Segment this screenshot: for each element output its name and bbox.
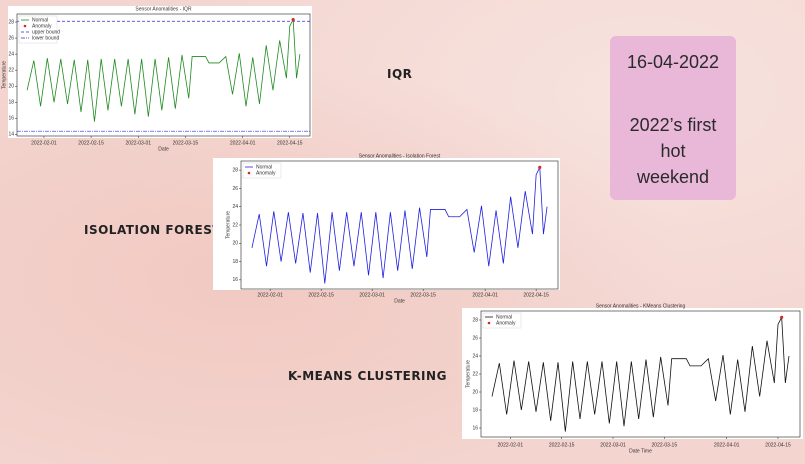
- legend-label: Anomaly: [256, 170, 276, 176]
- x-tick-label: 2022-03-15: [652, 442, 678, 448]
- x-axis-label: Date: [394, 298, 405, 304]
- y-tick-label: 22: [232, 222, 238, 228]
- legend-label: upper bound: [32, 29, 60, 35]
- y-tick-label: 26: [472, 335, 478, 341]
- legend-label: Anomaly: [32, 23, 52, 29]
- y-axis-label: Temperature: [465, 360, 471, 388]
- y-tick-label: 20: [8, 84, 14, 90]
- y-tick-label: 18: [232, 259, 238, 265]
- y-tick-label: 20: [472, 389, 478, 395]
- plot-area: [480, 310, 801, 438]
- anomaly-point: [291, 18, 295, 22]
- series-line: [251, 165, 548, 284]
- legend-marker: [247, 171, 251, 175]
- y-tick-label: 18: [8, 100, 14, 106]
- chart-title: Sensor Anomalities - KMeans Clustering: [596, 303, 686, 309]
- anomaly-point: [780, 315, 784, 319]
- plot-area: [16, 13, 311, 137]
- x-tick-label: 2022-02-01: [498, 442, 524, 448]
- y-tick-label: 16: [232, 277, 238, 283]
- anomaly-point: [538, 165, 542, 169]
- y-axis-label: Temperature: [225, 211, 231, 239]
- x-tick-label: 2022-02-15: [308, 292, 334, 298]
- y-tick-label: 16: [472, 425, 478, 431]
- legend-label: Normal: [32, 17, 48, 23]
- y-tick-label: 18: [472, 407, 478, 413]
- y-tick-label: 24: [472, 353, 478, 359]
- method-label: K-MEANS CLUSTERING: [288, 369, 447, 383]
- x-tick-label: 2022-04-01: [714, 442, 740, 448]
- x-tick-label: 2022-02-01: [31, 140, 57, 146]
- method-label: IQR: [387, 67, 413, 81]
- y-tick-label: 28: [472, 317, 478, 323]
- y-tick-label: 22: [8, 68, 14, 74]
- y-tick-label: 28: [232, 167, 238, 173]
- y-tick-label: 16: [8, 116, 14, 122]
- y-tick-label: 20: [232, 241, 238, 247]
- y-axis-label: Temperature: [1, 61, 7, 89]
- x-tick-label: 2022-04-15: [523, 292, 549, 298]
- legend-box: [18, 15, 58, 44]
- plot-area: [240, 160, 559, 290]
- x-tick-label: 2022-02-15: [78, 140, 104, 146]
- legend-label: Normal: [256, 164, 272, 170]
- x-tick-label: 2022-02-15: [549, 442, 575, 448]
- y-tick-label: 24: [232, 204, 238, 210]
- x-tick-label: 2022-03-15: [410, 292, 436, 298]
- x-tick-label: 2022-03-01: [125, 140, 151, 146]
- legend-marker: [487, 321, 491, 325]
- method-label: ISOLATION FOREST: [84, 223, 222, 237]
- y-tick-label: 26: [8, 35, 14, 41]
- series-line: [491, 315, 790, 432]
- x-tick-label: 2022-03-01: [359, 292, 385, 298]
- x-axis-label: Date Time: [629, 448, 652, 454]
- chart-title: Sensor Anomalities - Isolation Forest: [359, 153, 441, 159]
- y-tick-label: 26: [232, 186, 238, 192]
- legend-label: Anomaly: [496, 320, 516, 326]
- x-axis-label: Date: [158, 146, 169, 152]
- x-tick-label: 2022-04-15: [277, 140, 303, 146]
- x-tick-label: 2022-03-01: [600, 442, 626, 448]
- legend-label: lower bound: [32, 35, 59, 41]
- note-card: 16-04-2022 2022’s first hot weekend: [610, 36, 736, 200]
- legend-marker: [23, 24, 27, 28]
- x-tick-label: 2022-04-01: [472, 292, 498, 298]
- x-tick-label: 2022-04-01: [230, 140, 256, 146]
- y-tick-label: 22: [472, 371, 478, 377]
- x-tick-label: 2022-04-15: [765, 442, 791, 448]
- series-line: [26, 18, 301, 122]
- y-tick-label: 24: [8, 51, 14, 57]
- legend-label: Normal: [496, 314, 512, 320]
- x-tick-label: 2022-03-15: [173, 140, 199, 146]
- y-tick-label: 28: [8, 19, 14, 25]
- date: 16-04-2022: [626, 52, 720, 72]
- note: 2022’s first hot weekend: [629, 115, 717, 187]
- chart-title: Sensor Anomalities - IQR: [135, 6, 192, 12]
- x-tick-label: 2022-02-01: [257, 292, 283, 298]
- y-tick-label: 14: [8, 132, 14, 138]
